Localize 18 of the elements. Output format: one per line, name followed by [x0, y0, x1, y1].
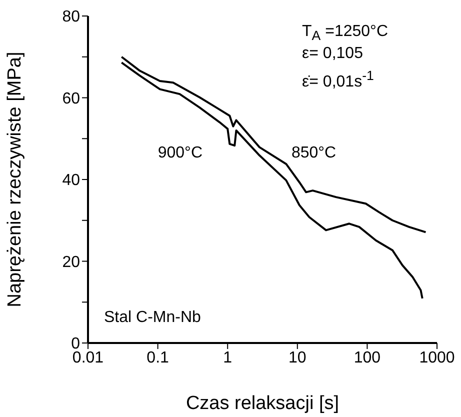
y-tick-label: 60: [62, 90, 80, 108]
y-tick-label: 20: [62, 254, 80, 271]
x-tick-label: 10: [288, 349, 306, 366]
annotation: T$_{A}$ =1250°C: [302, 22, 388, 46]
x-tick-label: 100: [354, 349, 381, 366]
annotation: Stal C-Mn-Nb: [104, 308, 201, 328]
x-tick-label: 1000: [419, 349, 455, 366]
annotation: ε= 0,105: [302, 44, 363, 64]
x-tick-label: 1: [223, 349, 232, 366]
series-label: 850°C: [291, 144, 336, 162]
annotation: ε̇= 0,01s$^{-1}$: [302, 67, 374, 92]
y-axis-title: Naprężenie rzeczywiste [MPa]: [4, 52, 26, 308]
x-axis-title: Czas relaksacji [s]: [186, 393, 340, 414]
x-tick-label: 0.01: [72, 349, 104, 366]
series-label: 900°C: [158, 144, 203, 162]
x-tick-label: 0.1: [146, 349, 170, 366]
y-tick-label: 40: [62, 172, 80, 190]
y-tick-label: 80: [62, 8, 80, 26]
